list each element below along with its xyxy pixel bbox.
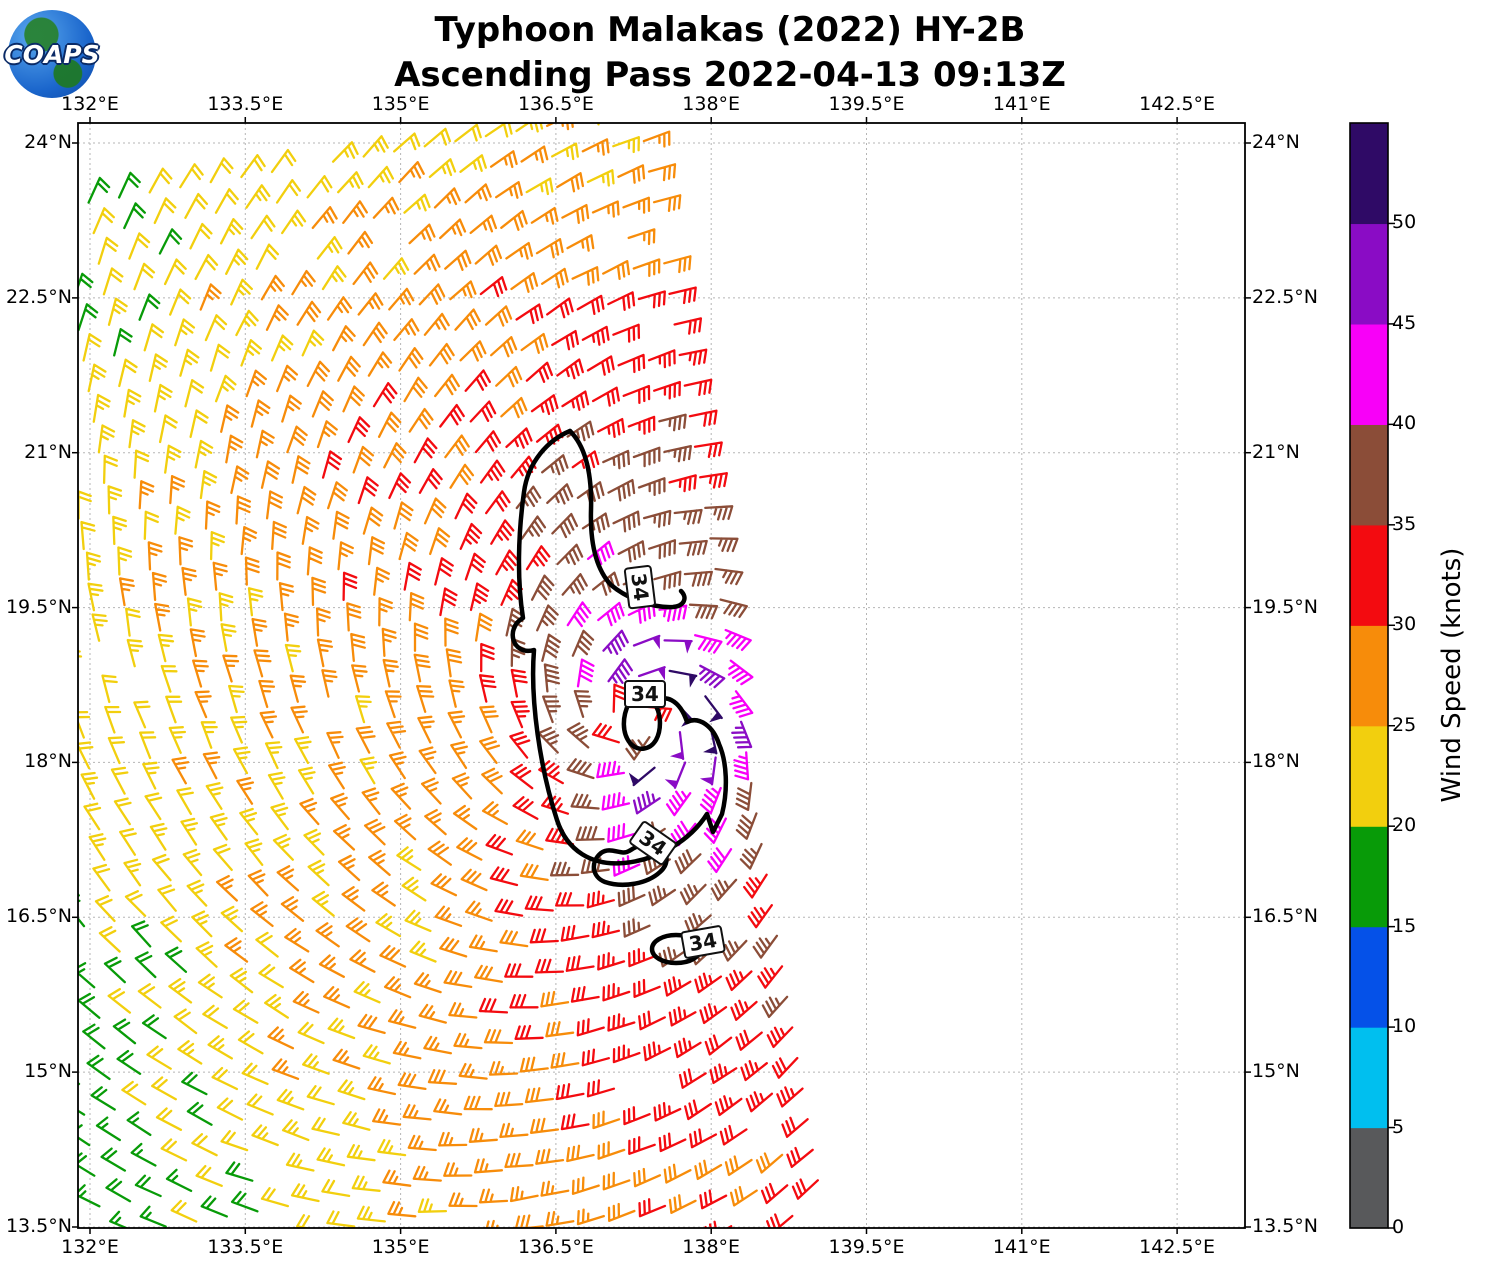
colorbar-segment — [1350, 826, 1388, 928]
x-tick-bottom-5: 139.5°E — [828, 1236, 905, 1258]
y-tick-left-1: 22.5°N — [5, 285, 72, 308]
x-tick-bottom-0: 132°E — [61, 1236, 119, 1258]
x-tick-bottom-6: 141°E — [992, 1236, 1051, 1258]
wind-barbs-#f2cf0e — [78, 123, 640, 1228]
plot-frame — [77, 122, 1246, 1229]
colorbar-segment — [1350, 625, 1388, 727]
x-tick-bottom-4: 138°E — [682, 1236, 741, 1258]
gridlines — [78, 123, 1245, 1228]
y-tick-right-0: 24°N — [1252, 131, 1300, 153]
contour-34kt-path — [510, 428, 729, 866]
title-line-1: Typhoon Malakas (2022) HY-2B — [434, 10, 1026, 50]
y-tick-right-3: 19.5°N — [1252, 595, 1319, 618]
colorbar-segment — [1350, 524, 1388, 626]
colorbar-segment — [1350, 1027, 1388, 1129]
figure-title: Typhoon Malakas (2022) HY-2B Ascending P… — [0, 8, 1460, 98]
x-tick-top-0: 132°E — [61, 93, 119, 115]
colorbar-segment — [1350, 1127, 1388, 1229]
colorbar-tick-label-20: 20 — [1392, 814, 1417, 837]
colorbar-segment — [1350, 424, 1388, 526]
colorbar-segment — [1350, 725, 1388, 827]
colorbar-segment — [1350, 926, 1388, 1028]
wind-barbs-#f800f8 — [566, 540, 754, 877]
colorbar-segment — [1350, 123, 1388, 225]
colorbar-frame — [1349, 122, 1389, 1229]
x-tick-bottom-3: 136.5°E — [517, 1236, 594, 1258]
y-tick-left-6: 15°N — [24, 1060, 72, 1083]
colorbar-tick-label-35: 35 — [1392, 512, 1417, 535]
colorbar-tick-label-25: 25 — [1392, 713, 1417, 736]
y-tick-right-2: 21°N — [1252, 440, 1300, 463]
contour-label-34-1: 34 — [624, 680, 666, 708]
y-tick-right-7: 13.5°N — [1252, 1215, 1319, 1237]
axis-ticks — [72, 117, 1251, 1234]
y-tick-left-4: 18°N — [24, 750, 72, 773]
wind-barbs-#089b08 — [78, 171, 259, 1228]
colorbar-tick-label-5: 5 — [1392, 1115, 1405, 1138]
y-tick-right-4: 18°N — [1252, 750, 1300, 773]
x-tick-top-4: 138°E — [682, 93, 741, 115]
y-tick-left-7: 13.5°N — [5, 1215, 72, 1237]
colorbar-tick-label-0: 0 — [1392, 1216, 1405, 1238]
wind-barbs-#8b4d38 — [505, 413, 789, 1019]
y-tick-left-3: 19.5°N — [5, 595, 72, 618]
colorbar-segment — [1350, 223, 1388, 325]
coaps-logo-text: COAPS — [4, 39, 100, 69]
y-tick-right-5: 16.5°N — [1252, 905, 1319, 928]
x-tick-bottom-7: 142.5°E — [1139, 1236, 1216, 1258]
wind-barbs-#f78c0a — [118, 123, 784, 1228]
y-tick-left-0: 24°N — [24, 131, 72, 153]
y-tick-left-2: 21°N — [24, 440, 72, 463]
contour-34kt-path — [567, 428, 687, 610]
colorbar-title: Wind Speed (knots) — [1437, 547, 1467, 802]
colorbar-segment — [1350, 323, 1388, 425]
coaps-logo: COAPS — [4, 10, 100, 98]
y-tick-left-5: 16.5°N — [5, 905, 72, 928]
x-tick-top-3: 136.5°E — [517, 93, 594, 115]
y-tick-right-6: 15°N — [1252, 1060, 1300, 1083]
colorbar — [1349, 122, 1395, 1229]
x-tick-bottom-2: 135°E — [371, 1236, 430, 1258]
x-tick-top-6: 141°E — [992, 93, 1051, 115]
colorbar-tick-label-50: 50 — [1392, 211, 1417, 234]
x-tick-top-7: 142.5°E — [1139, 93, 1216, 115]
colorbar-tick-label-40: 40 — [1392, 412, 1417, 435]
x-tick-top-2: 135°E — [371, 93, 430, 115]
wind-barbs-#f30b10 — [321, 276, 819, 1228]
colorbar-tick-label-30: 30 — [1392, 613, 1417, 636]
x-tick-top-5: 139.5°E — [828, 93, 905, 115]
x-tick-bottom-1: 133.5°E — [207, 1236, 284, 1258]
y-tick-right-1: 22.5°N — [1252, 285, 1319, 308]
colorbar-tick-label-10: 10 — [1392, 1015, 1417, 1038]
wind-barb-field — [78, 123, 819, 1228]
contour-label-34-0: 34 — [623, 564, 657, 610]
wind-barbs-#8a0cc5 — [602, 629, 753, 815]
colorbar-tick-label-15: 15 — [1392, 914, 1417, 937]
title-line-2: Ascending Pass 2022-04-13 09:13Z — [394, 54, 1066, 95]
x-tick-top-1: 133.5°E — [207, 93, 284, 115]
wind-pennants-#8a0cc5 — [652, 635, 714, 789]
colorbar-tick-label-45: 45 — [1392, 311, 1417, 334]
